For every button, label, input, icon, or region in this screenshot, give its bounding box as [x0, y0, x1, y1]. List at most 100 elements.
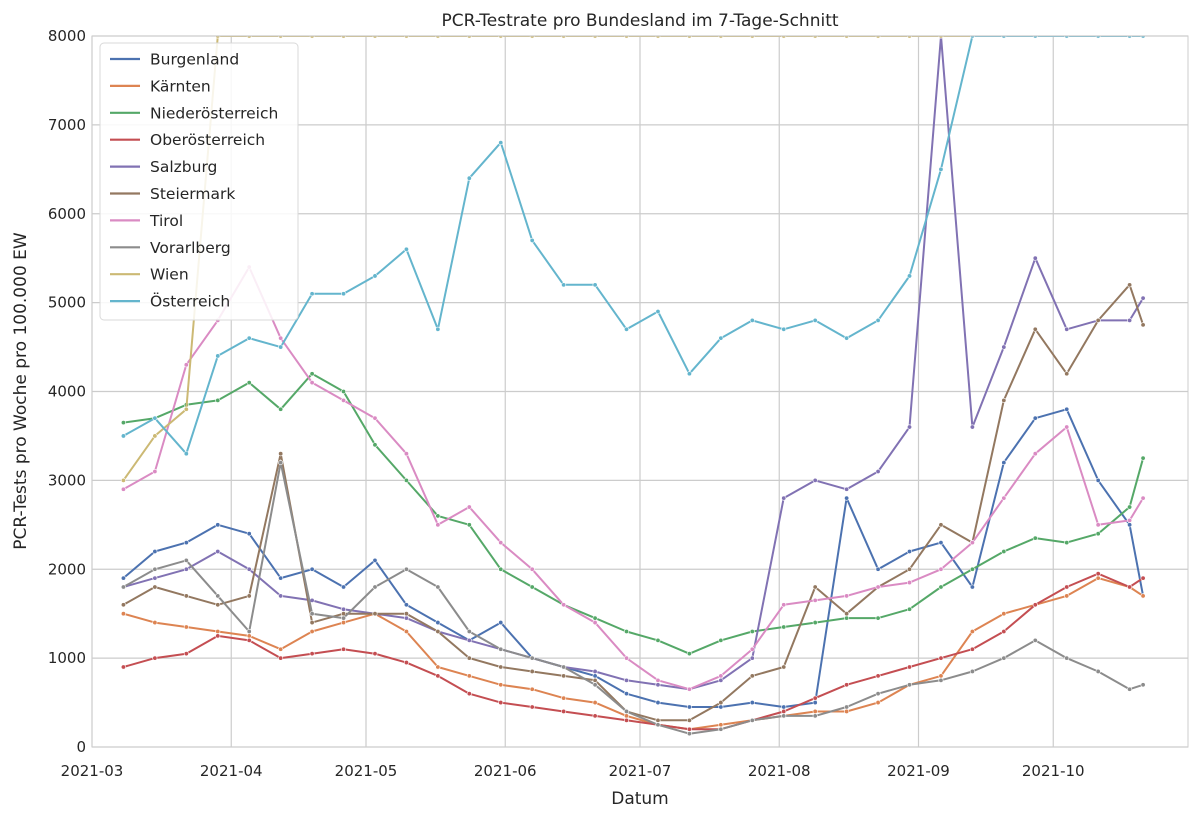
- data-point: [1095, 531, 1101, 537]
- data-point: [938, 677, 944, 683]
- data-point: [183, 362, 189, 368]
- data-point: [1001, 460, 1007, 466]
- data-point: [120, 477, 126, 483]
- data-point: [435, 513, 441, 519]
- data-point: [561, 36, 567, 39]
- data-point: [152, 655, 158, 661]
- data-point: [938, 566, 944, 572]
- data-point: [466, 628, 472, 634]
- data-point: [1001, 628, 1007, 634]
- data-point: [875, 584, 881, 590]
- data-point: [624, 628, 630, 634]
- data-point: [718, 335, 724, 341]
- data-point: [183, 651, 189, 657]
- y-tick-label: 2000: [48, 560, 86, 578]
- data-point: [1064, 371, 1070, 377]
- data-point: [278, 36, 284, 39]
- data-point: [812, 477, 818, 483]
- data-point: [812, 317, 818, 323]
- data-point: [1140, 593, 1146, 599]
- data-point: [624, 677, 630, 683]
- data-point: [246, 637, 252, 643]
- series-line-10: [122, 36, 1144, 455]
- data-point: [309, 380, 315, 386]
- data-point: [875, 700, 881, 706]
- data-point: [844, 593, 850, 599]
- data-point: [1127, 522, 1133, 528]
- data-point: [215, 397, 221, 403]
- data-point: [907, 566, 913, 572]
- data-point: [624, 36, 630, 39]
- data-point: [781, 36, 787, 39]
- data-point: [529, 36, 535, 39]
- data-point: [466, 655, 472, 661]
- data-point: [1001, 548, 1007, 554]
- data-point: [152, 620, 158, 626]
- data-point: [215, 548, 221, 554]
- data-point: [1140, 295, 1146, 301]
- data-point: [718, 722, 724, 728]
- data-point: [907, 606, 913, 612]
- data-point: [372, 651, 378, 657]
- legend-label: Oberösterreich: [150, 131, 265, 149]
- legend-label: Burgenland: [150, 51, 239, 69]
- data-point: [561, 695, 567, 701]
- x-tick-label: 2021-10: [1022, 762, 1085, 780]
- data-point: [592, 713, 598, 719]
- data-point: [1064, 406, 1070, 412]
- data-point: [309, 651, 315, 657]
- data-point: [498, 664, 504, 670]
- data-point: [152, 575, 158, 581]
- data-point: [1140, 455, 1146, 461]
- data-point: [1095, 571, 1101, 577]
- data-point: [152, 548, 158, 554]
- data-point: [907, 664, 913, 670]
- data-point: [529, 686, 535, 692]
- data-point: [592, 677, 598, 683]
- data-point: [844, 495, 850, 501]
- data-point: [561, 282, 567, 288]
- data-point: [120, 584, 126, 590]
- data-point: [246, 36, 252, 39]
- data-point: [1032, 36, 1038, 39]
- data-point: [624, 713, 630, 719]
- y-tick-label: 1000: [48, 649, 86, 667]
- data-point: [215, 628, 221, 634]
- data-point: [624, 708, 630, 714]
- data-point: [529, 704, 535, 710]
- data-point: [529, 668, 535, 674]
- data-point: [246, 335, 252, 341]
- data-point: [435, 628, 441, 634]
- y-tick-label: 4000: [48, 383, 86, 401]
- data-point: [592, 36, 598, 39]
- data-point: [403, 477, 409, 483]
- data-point: [561, 708, 567, 714]
- data-point: [1095, 575, 1101, 581]
- y-tick-labels: 0 1000 2000 3000 4000 5000 6000 7000 8000: [48, 27, 86, 756]
- data-point: [686, 36, 692, 39]
- data-point: [624, 326, 630, 332]
- data-point: [341, 388, 347, 394]
- data-point: [561, 664, 567, 670]
- series-line-5: [123, 36, 1144, 691]
- data-point: [1001, 611, 1007, 617]
- data-point: [403, 615, 409, 621]
- data-point: [844, 36, 850, 39]
- data-point: [749, 717, 755, 723]
- data-point: [1032, 535, 1038, 541]
- data-point: [844, 682, 850, 688]
- data-point: [812, 36, 818, 39]
- data-point: [1095, 522, 1101, 528]
- data-point: [215, 353, 221, 359]
- data-point: [1032, 602, 1038, 608]
- data-point: [341, 620, 347, 626]
- data-point: [686, 726, 692, 732]
- data-point: [120, 611, 126, 617]
- data-point: [1140, 682, 1146, 688]
- data-point: [969, 36, 975, 39]
- data-point: [686, 717, 692, 723]
- data-point: [1032, 415, 1038, 421]
- data-point: [749, 317, 755, 323]
- data-point: [529, 655, 535, 661]
- data-point: [938, 655, 944, 661]
